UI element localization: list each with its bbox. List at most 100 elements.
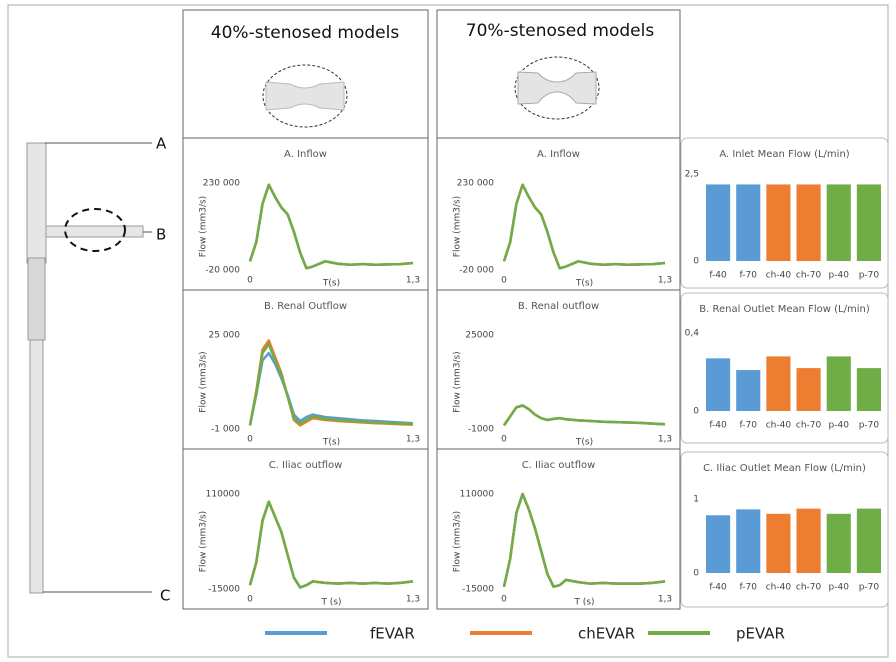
aorta-model: A B C <box>27 135 170 605</box>
x-tick-label: 1,3 <box>658 276 672 286</box>
bar <box>827 184 851 261</box>
x-tick-label: p-70 <box>859 271 880 281</box>
y-tick-label: -1000 <box>468 425 494 435</box>
stenosis-70 <box>515 57 599 119</box>
legend-label: chEVAR <box>578 625 635 643</box>
series-line <box>250 185 413 269</box>
series-line <box>250 344 413 425</box>
bar <box>706 515 730 573</box>
y-axis-label: Flow (mm3/s) <box>453 351 463 412</box>
x-tick-label: ch-70 <box>796 583 822 593</box>
x-tick-label: 1,3 <box>406 276 420 286</box>
y-axis-label: Flow (mm3/s) <box>453 196 463 257</box>
y-tick-label: -20 000 <box>205 266 240 276</box>
chart-title: C. Iliac outflow <box>522 460 596 471</box>
y-tick-label: 0,4 <box>685 329 700 339</box>
bar <box>827 356 851 411</box>
y-tick-label: 110000 <box>206 490 241 500</box>
x-tick-label: ch-40 <box>766 583 792 593</box>
bar <box>797 368 821 411</box>
chart-title: C. Iliac outflow <box>269 460 343 471</box>
bar <box>736 184 760 261</box>
x-tick-label: f-70 <box>740 583 758 593</box>
x-tick-label: 1,3 <box>406 595 420 605</box>
model-label: A <box>156 135 167 153</box>
x-tick-label: f-40 <box>709 421 727 431</box>
chart-title-text: A. Inlet Mean Flow (L/min) <box>691 148 878 161</box>
y-tick-label: 2,5 <box>685 170 699 180</box>
y-tick-label: 0 <box>693 257 699 267</box>
chart-title: C. Iliac Outlet Mean Flow (L/min) <box>691 462 878 492</box>
x-tick-label: 1,3 <box>406 435 420 445</box>
bar <box>857 184 881 261</box>
stenosis-40 <box>263 65 347 127</box>
y-tick-label: -1 000 <box>211 425 240 435</box>
x-tick-label: f-40 <box>709 271 727 281</box>
figure: A B C 40%-stenosed models 70%-stenosed m… <box>0 0 896 662</box>
y-tick-label: 25 000 <box>209 331 241 341</box>
x-tick-label: p-40 <box>829 583 850 593</box>
chart-title: B. Renal Outflow <box>264 301 347 312</box>
model-label: B <box>156 226 166 244</box>
y-tick-label: 230 000 <box>203 179 240 189</box>
page: A B C 40%-stenosed models 70%-stenosed m… <box>0 0 896 662</box>
x-tick-label: ch-70 <box>796 271 822 281</box>
x-tick-label: 1,3 <box>658 435 672 445</box>
x-tick-label: 0 <box>247 276 253 286</box>
x-tick-label: ch-40 <box>766 421 792 431</box>
series-line <box>250 353 413 425</box>
series-line <box>504 406 665 426</box>
chart-title-text: B. Renal Outlet Mean Flow (L/min) <box>691 303 878 316</box>
y-axis-label: Flow (mm3/s) <box>453 511 463 572</box>
bar <box>766 184 790 261</box>
chart-title: A. Inflow <box>284 149 327 160</box>
legend-label: fEVAR <box>370 625 415 643</box>
panel-frames <box>183 10 680 609</box>
series-line <box>250 502 413 588</box>
y-axis-label: Flow (mm3/s) <box>199 351 209 412</box>
x-tick-label: 0 <box>501 595 507 605</box>
y-axis-label: Flow (mm3/s) <box>199 511 209 572</box>
series-line <box>504 185 665 269</box>
x-axis-label: T (s) <box>320 598 341 608</box>
x-axis-label: T(s) <box>322 438 340 448</box>
x-tick-label: f-40 <box>709 583 727 593</box>
bar <box>797 184 821 261</box>
chart-title: B. Renal outflow <box>518 301 599 312</box>
y-tick-label: 1 <box>693 495 699 505</box>
column-header: 70%-stenosed models <box>466 21 655 41</box>
x-axis-label: T(s) <box>575 438 593 448</box>
x-axis-label: T(s) <box>575 279 593 289</box>
bar <box>827 514 851 573</box>
x-tick-label: p-40 <box>829 271 850 281</box>
x-tick-label: 1,3 <box>658 595 672 605</box>
bar <box>766 514 790 573</box>
y-tick-label: 0 <box>693 407 699 417</box>
bar <box>706 184 730 261</box>
chart-title: A. Inlet Mean Flow (L/min) <box>691 148 878 178</box>
y-tick-label: -20 000 <box>459 266 494 276</box>
legend-label: pEVAR <box>736 625 785 643</box>
y-tick-label: 230 000 <box>457 179 494 189</box>
bar <box>736 370 760 411</box>
x-axis-label: T (s) <box>573 598 594 608</box>
y-tick-label: 25000 <box>465 331 494 341</box>
y-tick-label: 110000 <box>460 490 495 500</box>
x-tick-label: 0 <box>247 595 253 605</box>
x-tick-label: 0 <box>501 276 507 286</box>
y-tick-label: -15000 <box>462 585 494 595</box>
model-label: C <box>160 587 170 605</box>
bar <box>706 358 730 411</box>
bar <box>736 509 760 573</box>
series-line <box>504 494 665 587</box>
chart-title: A. Inflow <box>537 149 580 160</box>
x-tick-label: ch-40 <box>766 271 792 281</box>
y-tick-label: 0 <box>693 569 699 579</box>
column-header: 40%-stenosed models <box>211 23 400 43</box>
x-tick-label: f-70 <box>740 271 758 281</box>
series-line <box>250 340 413 425</box>
x-tick-label: ch-70 <box>796 421 822 431</box>
x-tick-label: 0 <box>501 435 507 445</box>
y-axis-label: Flow (mm3/s) <box>199 196 209 257</box>
x-tick-label: p-70 <box>859 583 880 593</box>
